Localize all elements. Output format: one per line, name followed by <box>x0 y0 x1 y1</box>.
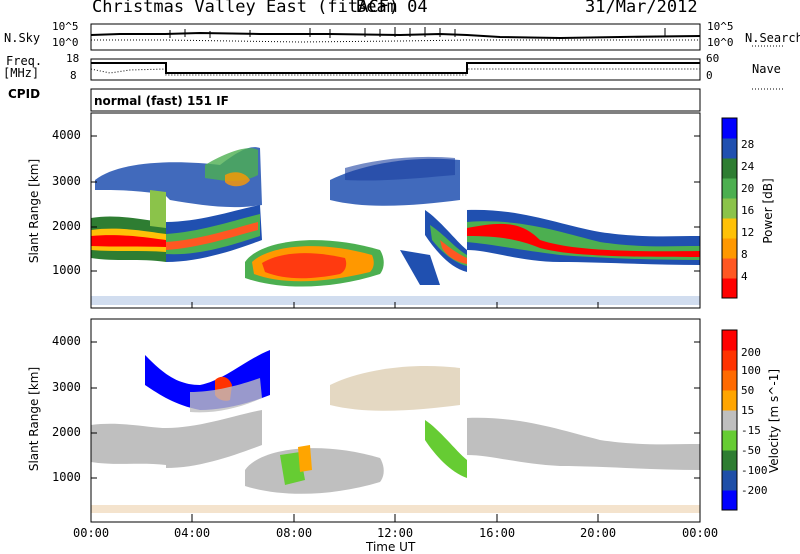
power-yticks <box>91 135 700 272</box>
power-colorbar <box>722 118 737 299</box>
noise-tick-bottom-left: 10^0 <box>52 36 79 49</box>
power-band-d <box>95 147 262 208</box>
power-cb-16: 16 <box>741 204 755 217</box>
colorbar-segment <box>722 178 737 199</box>
colorbar-segment <box>722 390 737 411</box>
vel-cb-50: 50 <box>741 384 755 397</box>
noise-tick-top-left: 10^5 <box>52 20 79 33</box>
freq-unit-label: [MHz] <box>3 66 40 80</box>
colorbar-segment <box>722 118 737 139</box>
colorbar-segment <box>722 218 737 239</box>
colorbar-segment <box>722 350 737 371</box>
vel-cb-200: 200 <box>741 346 761 359</box>
xtick-1600: 16:00 <box>479 526 516 540</box>
colorbar-segment <box>722 158 737 179</box>
noise-search-line <box>91 39 700 43</box>
nave-tick-top: 60 <box>706 52 720 65</box>
colorbar-segment <box>722 410 737 431</box>
xtick-2400: 00:00 <box>682 526 719 540</box>
power-ylabel: Slant Range [km] <box>27 158 41 264</box>
colorbar-segment <box>722 330 737 351</box>
vel-cb-m100: -100 <box>741 464 768 477</box>
velocity-ytick-3000: 3000 <box>52 380 81 394</box>
freq-tick-top: 18 <box>66 52 80 65</box>
nave-label: Nave <box>752 62 781 76</box>
colorbar-segment <box>722 278 737 299</box>
noise-tick-bottom-right: 10^0 <box>707 36 734 49</box>
power-cb-8: 8 <box>741 248 748 261</box>
colorbar-segment <box>722 138 737 159</box>
noise-tick-top-right: 10^5 <box>707 20 734 33</box>
velocity-yticks <box>91 341 700 479</box>
date-label: 31/Mar/2012 <box>585 0 698 17</box>
noise-sky-line <box>90 31 701 40</box>
velocity-ytick-2000: 2000 <box>52 425 81 439</box>
beam-label: Beam 04 <box>356 0 428 17</box>
x-ticks <box>90 302 701 522</box>
nave-tick-bottom: 0 <box>706 69 713 82</box>
power-ytick-4000: 4000 <box>52 128 81 142</box>
velocity-band-f <box>425 420 467 478</box>
colorbar-segment <box>722 450 737 471</box>
velocity-band-a <box>91 423 166 465</box>
velocity-band-c <box>245 448 384 494</box>
xtick-1200: 12:00 <box>377 526 414 540</box>
vel-cb-m50: -50 <box>741 444 761 457</box>
nave-line <box>90 68 700 76</box>
x-axis-label: Time UT <box>366 540 416 554</box>
xtick-0800: 08:00 <box>276 526 313 540</box>
power-cb-4: 4 <box>741 270 748 283</box>
xtick-2000: 20:00 <box>580 526 617 540</box>
nsearch-label: N.Search <box>745 31 800 45</box>
colorbar-segment <box>722 238 737 259</box>
vel-cb-15: 15 <box>741 404 755 417</box>
velocity-ytick-4000: 4000 <box>52 334 81 348</box>
colorbar-segment <box>722 370 737 391</box>
power-ytick-3000: 3000 <box>52 174 81 188</box>
velocity-ytick-1000: 1000 <box>52 470 81 484</box>
nsky-label: N.Sky <box>4 31 41 45</box>
velocity-colorbar <box>722 330 737 511</box>
vel-cb-m15: -15 <box>741 424 761 437</box>
cpid-panel-frame <box>90 88 701 112</box>
power-ytick-1000: 1000 <box>52 263 81 277</box>
station-title: Christmas Valley East (fitACF) <box>92 0 400 17</box>
velocity-band-e <box>330 365 460 411</box>
velocity-cb-label: Velocity [m s^-1] <box>767 368 781 474</box>
cpid-value: normal (fast) 151 IF <box>94 94 229 108</box>
freq-tick-bottom: 8 <box>70 69 77 82</box>
velocity-ylabel: Slant Range [km] <box>27 366 41 472</box>
velocity-panel <box>90 318 701 523</box>
power-cb-12: 12 <box>741 226 755 239</box>
power-band-f <box>400 250 440 285</box>
power-cb-20: 20 <box>741 182 755 195</box>
colorbar-segment <box>722 258 737 279</box>
xtick-0000: 00:00 <box>73 526 110 540</box>
colorbar-segment <box>722 490 737 511</box>
xtick-0400: 04:00 <box>174 526 211 540</box>
power-panel <box>90 112 701 309</box>
vel-cb-m200: -200 <box>741 484 768 497</box>
power-cb-label: Power [dB] <box>761 178 775 244</box>
velocity-band-b <box>166 410 262 468</box>
power-cb-24: 24 <box>741 160 755 173</box>
colorbar-segment <box>722 198 737 219</box>
colorbar-segment <box>722 470 737 491</box>
velocity-band-g <box>467 417 700 470</box>
cpid-label: CPID <box>8 87 41 101</box>
power-cb-28: 28 <box>741 138 755 151</box>
noise-spikes <box>169 27 666 38</box>
power-ytick-2000: 2000 <box>52 219 81 233</box>
freq-label: Freq. <box>6 54 43 68</box>
colorbar-segment <box>722 430 737 451</box>
vel-cb-100: 100 <box>741 364 761 377</box>
freq-line <box>91 62 700 74</box>
